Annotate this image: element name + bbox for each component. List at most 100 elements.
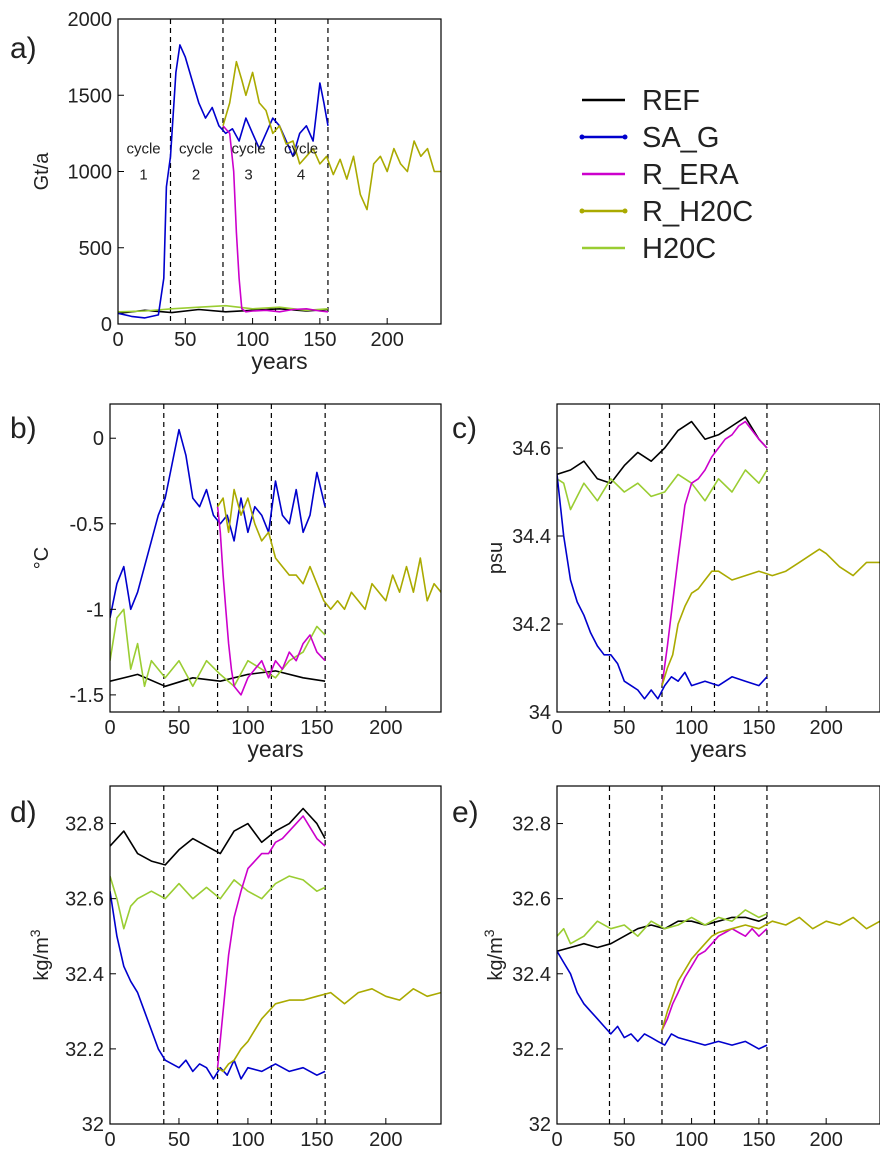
panel-d: 0 50 100 150 200 32 32.2 32.4 32.6 32.8 years kg/m3… [10, 785, 442, 1152]
x-tick-label: 150 [742, 717, 775, 739]
x-axis-label: years [247, 1148, 303, 1152]
y-axis-label: kg/m3 [481, 929, 507, 980]
x-tick-label: 100 [231, 717, 264, 739]
x-axis-label: years [247, 736, 303, 762]
x-tick-label: 0 [551, 1129, 562, 1151]
y-tick-label: -0.5 [70, 514, 104, 536]
y-tick-label: 34.6 [512, 438, 551, 460]
y-tick-label: 32.6 [512, 889, 551, 911]
x-tick-label: 50 [168, 717, 190, 739]
y-tick-label: 1000 [68, 162, 113, 184]
series-line-h20c [557, 469, 768, 511]
y-axis-label-text: Gt/a [31, 152, 53, 191]
legend-item: R_ERA [582, 159, 739, 191]
x-tick-label: 0 [104, 1129, 115, 1151]
x-tick-label: 0 [104, 717, 115, 739]
plot-area-frame [556, 403, 880, 713]
legend-item: H20C [582, 233, 716, 265]
x-tick-label: 150 [742, 1129, 775, 1151]
y-axis-label-text: kg/m [485, 937, 507, 980]
series-line-ref [110, 807, 326, 866]
y-axis-label: psu [485, 542, 507, 574]
y-tick-label: 32.2 [65, 1039, 104, 1061]
y-axis-label-text: °C [31, 547, 53, 569]
x-tick-label: 100 [675, 1129, 708, 1151]
series-line-r-era [216, 815, 326, 1068]
x-tick-label: 100 [236, 329, 269, 351]
series-line-sa-g [110, 891, 326, 1080]
series-line-sa-g [557, 474, 768, 700]
series-line-ref [557, 416, 768, 485]
x-axis-label: years [251, 348, 307, 374]
y-axis-label: °C [31, 547, 53, 569]
series-line-r-h20c [222, 60, 441, 211]
series-line-r-h20c [661, 916, 880, 1031]
cycle-annotation-number: 3 [244, 167, 252, 184]
panel-label: b) [10, 412, 37, 445]
x-axis-label: years [690, 736, 746, 762]
panel-label: d) [10, 796, 37, 829]
panel-e: 0 50 100 150 200 32 32.2 32.4 32.6 32.8 years kg/m3… [452, 785, 880, 1152]
panel-label: c) [452, 412, 477, 445]
y-tick-label: 32.4 [512, 964, 551, 986]
y-tick-label: 32 [529, 1114, 551, 1136]
plot-area-frame [109, 403, 442, 713]
y-tick-label: 0 [101, 314, 112, 336]
x-tick-label: 150 [300, 1129, 333, 1151]
y-axis-label-text: kg/m [31, 937, 53, 980]
x-tick-label: 50 [174, 329, 196, 351]
x-tick-label: 200 [809, 717, 842, 739]
x-tick-label: 50 [613, 1129, 635, 1151]
legend-label: REF [642, 85, 700, 117]
cycle-annotation: cycle [284, 141, 318, 158]
panel-label: a) [10, 32, 37, 65]
y-axis-label-superscript: 3 [481, 929, 497, 937]
y-tick-label: 32.8 [512, 814, 551, 836]
cycle-annotation-number: 1 [139, 167, 147, 184]
y-axis-label: Gt/a [31, 152, 53, 191]
y-tick-label: 1500 [68, 85, 113, 107]
plot-area-frame [556, 785, 880, 1125]
x-tick-label: 50 [613, 717, 635, 739]
series-line-r-era [661, 420, 768, 686]
x-tick-label: 150 [300, 717, 333, 739]
series-line-sa-g [118, 44, 329, 319]
legend-label: R_ERA [642, 159, 739, 191]
series-line-r-h20c [216, 488, 441, 611]
series-line-sa-g [110, 428, 326, 619]
y-tick-label: 34.2 [512, 614, 551, 636]
y-tick-label: 500 [79, 238, 112, 260]
y-tick-label: -1 [86, 599, 104, 621]
x-axis-label: years [690, 1148, 746, 1152]
x-tick-label: 200 [370, 329, 403, 351]
x-tick-label: 200 [809, 1129, 842, 1151]
y-axis-label-text: psu [485, 542, 507, 574]
cycle-annotation: cycle [126, 141, 160, 158]
series-line-r-era [661, 927, 768, 1031]
cycle-annotation-number: 4 [297, 167, 305, 184]
y-axis-label: kg/m3 [27, 929, 53, 980]
y-tick-label: 32.4 [65, 964, 104, 986]
cycle-annotation-number: 2 [192, 167, 200, 184]
series-line-h20c [110, 608, 326, 688]
panel-a: 0 50 100 150 2000500100015002000yearsGt/aa)c… [10, 9, 442, 374]
x-tick-label: 100 [231, 1129, 264, 1151]
legend-item: SA_G [579, 122, 719, 154]
legend-item: REF [582, 85, 700, 117]
legend-marker-end [622, 134, 628, 140]
y-axis-label-superscript: 3 [27, 929, 43, 937]
x-tick-label: 100 [675, 717, 708, 739]
y-tick-label: 32.6 [65, 889, 104, 911]
series-line-h20c [110, 875, 326, 930]
y-tick-label: 0 [93, 428, 104, 450]
series-line-r-h20c [217, 987, 441, 1073]
x-tick-label: 0 [112, 329, 123, 351]
y-tick-label: 32.8 [65, 814, 104, 836]
series-line-r-h20c [661, 548, 880, 686]
y-tick-label: 34 [529, 702, 551, 724]
x-tick-label: 150 [303, 329, 336, 351]
cycle-annotation: cycle [231, 141, 265, 158]
legend-item: R_H20C [579, 196, 753, 228]
x-tick-label: 200 [369, 1129, 402, 1151]
